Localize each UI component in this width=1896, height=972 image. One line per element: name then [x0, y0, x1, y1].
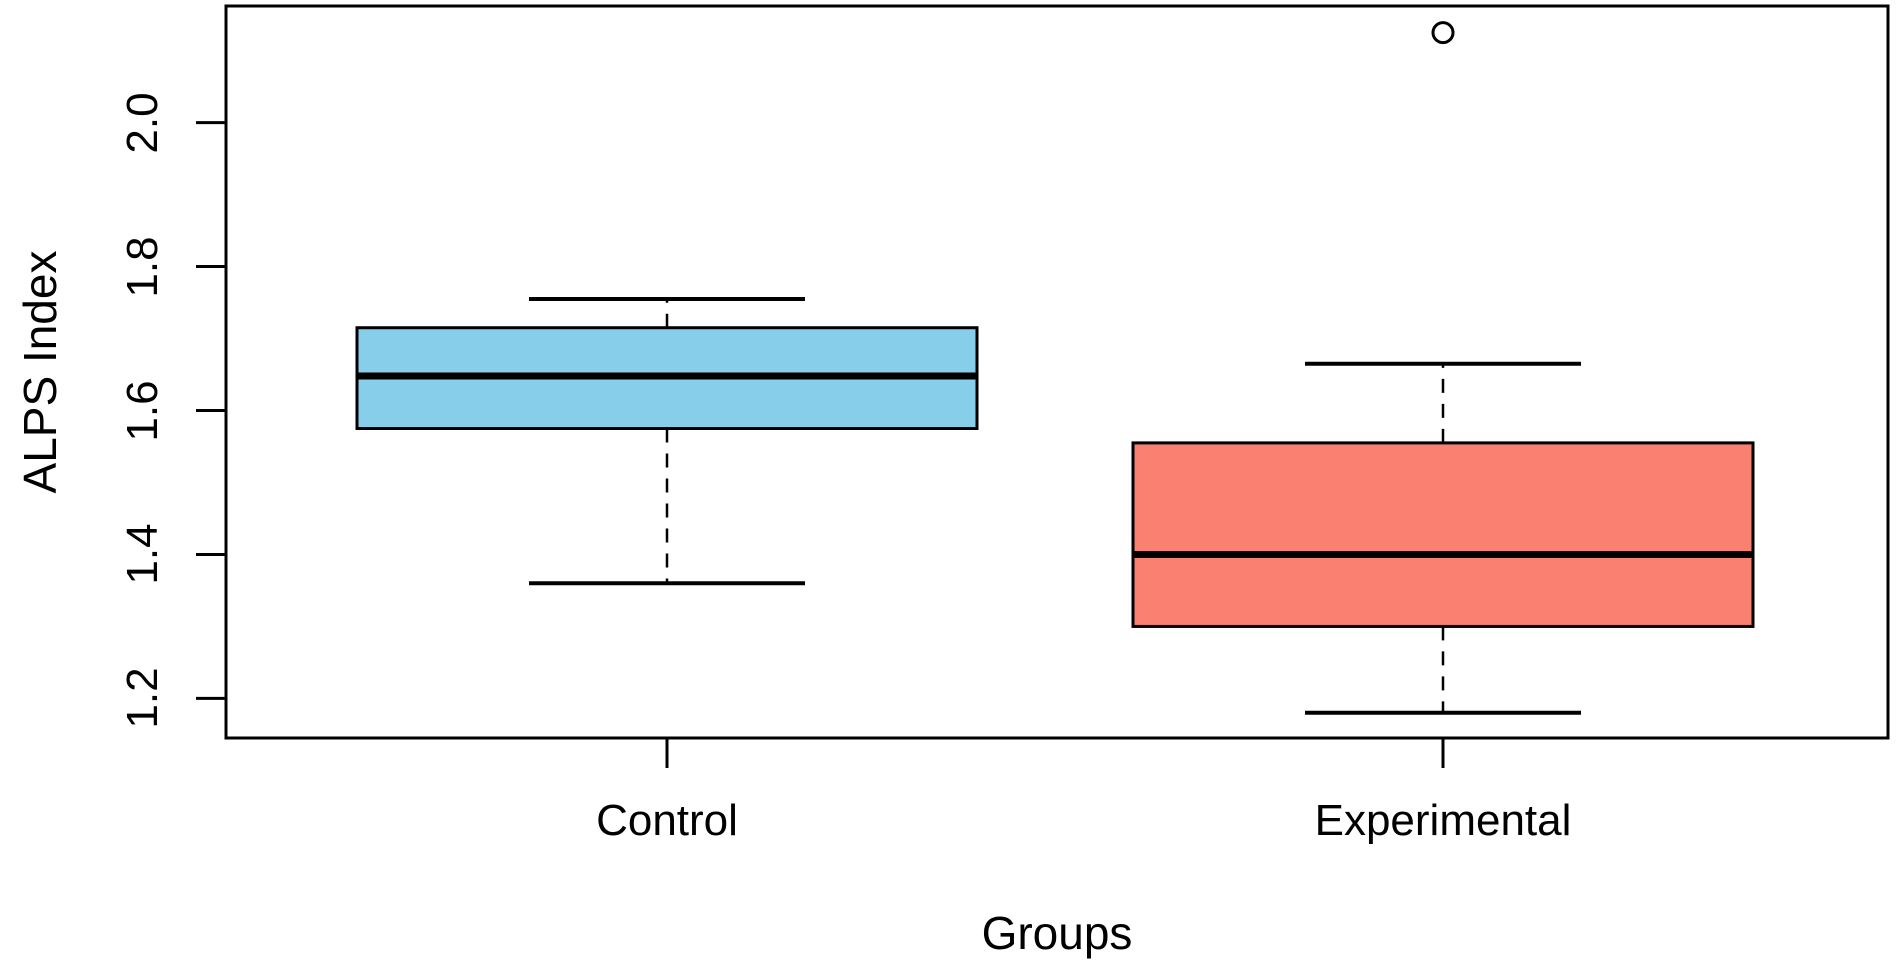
- y-tick-label: 1.4: [118, 523, 167, 586]
- y-tick-label: 2.0: [118, 92, 167, 154]
- category-label-control: Control: [596, 796, 738, 845]
- outlier-point-experimental: [1431, 21, 1455, 45]
- box-experimental: [1131, 441, 1755, 628]
- x-axis-title: Groups: [981, 907, 1133, 959]
- y-tick-label: 1.2: [118, 667, 167, 729]
- y-axis-title: ALPS Index: [14, 250, 66, 494]
- plot-border: [224, 4, 1890, 740]
- category-label-experimental: Experimental: [1314, 796, 1572, 845]
- y-tick-label: 1.6: [118, 379, 167, 442]
- y-tick-label: 1.8: [118, 235, 167, 298]
